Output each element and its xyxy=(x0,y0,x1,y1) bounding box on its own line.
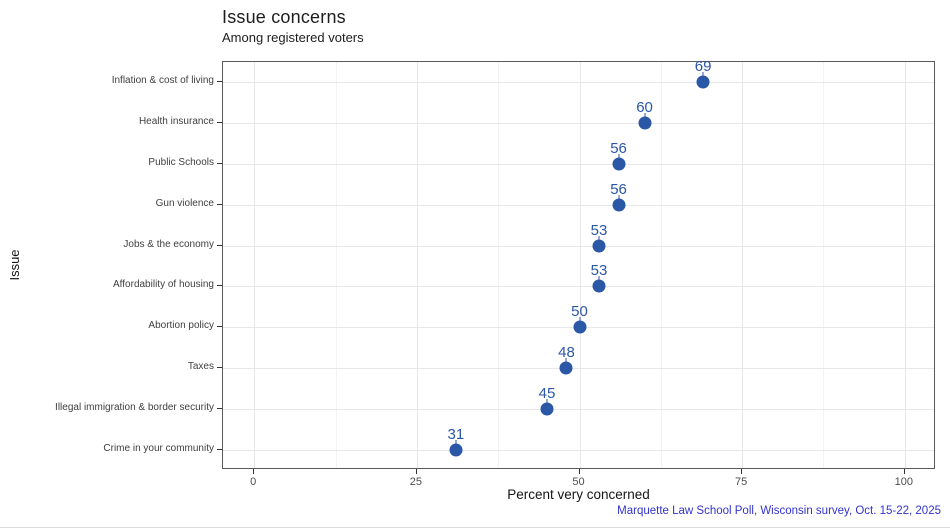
x-tick-mark xyxy=(903,469,905,474)
data-point xyxy=(612,198,626,212)
gridline-major xyxy=(416,62,418,468)
y-tick-mark xyxy=(217,326,222,328)
y-axis-label: Public Schools xyxy=(148,157,214,168)
gridline-row xyxy=(223,82,934,84)
y-axis-label: Abortion policy xyxy=(148,320,214,332)
label-connector xyxy=(579,317,580,323)
data-point xyxy=(638,116,652,130)
gridline-row xyxy=(223,449,934,451)
y-axis-label: Inflation & cost of living xyxy=(111,75,214,87)
label-connector xyxy=(618,194,620,200)
y-axis-label: Health insurance xyxy=(138,116,214,128)
x-tick-mark xyxy=(741,469,743,474)
gridline-row xyxy=(223,286,934,288)
plot-panel: 69 60 56 56 53 53 50 48 45 31 xyxy=(222,58,935,469)
value-label: 53 xyxy=(590,221,608,239)
gridline-minor xyxy=(498,62,500,468)
y-tick-mark xyxy=(217,163,222,164)
y-axis-label: Jobs & the economy xyxy=(123,238,214,250)
y-tick-mark xyxy=(217,285,222,287)
chart-title: Issue concerns xyxy=(222,7,346,27)
value-label: 50 xyxy=(571,303,588,321)
y-tick-mark xyxy=(217,203,222,205)
y-tick-mark xyxy=(217,244,222,246)
value-label: 48 xyxy=(558,344,575,361)
gridline-major xyxy=(579,62,581,468)
gridline-major xyxy=(254,62,256,468)
value-label: 69 xyxy=(694,58,712,76)
bottom-divider xyxy=(0,527,950,528)
y-tick-mark xyxy=(217,367,222,368)
label-connector xyxy=(702,72,704,78)
y-axis-title: Issue xyxy=(7,249,22,281)
label-connector xyxy=(618,154,620,159)
x-tick-label: 25 xyxy=(409,476,422,488)
value-label: 60 xyxy=(636,99,653,117)
y-tick-mark xyxy=(217,407,222,409)
value-label: 45 xyxy=(538,384,556,402)
data-point xyxy=(540,402,554,416)
x-tick-mark xyxy=(253,469,255,474)
gridline-minor xyxy=(823,62,825,468)
gridline-row xyxy=(223,164,934,165)
y-axis-label: Affordability of housing xyxy=(113,279,214,291)
x-tick-mark xyxy=(415,469,417,474)
x-tick-label: 100 xyxy=(894,476,913,488)
gridline-minor xyxy=(660,62,662,468)
gridline-row xyxy=(223,245,934,247)
data-point xyxy=(559,361,573,375)
value-label: 53 xyxy=(590,262,608,280)
label-connector xyxy=(598,235,600,241)
x-tick-label: 0 xyxy=(250,476,257,488)
y-tick-mark xyxy=(217,81,222,83)
x-tick-label: 50 xyxy=(572,476,585,488)
gridline-row xyxy=(223,368,934,369)
label-connector xyxy=(598,276,600,282)
gridline-minor xyxy=(335,62,337,468)
gridline-major xyxy=(742,62,744,468)
value-label: 56 xyxy=(610,180,627,198)
gridline-row xyxy=(223,123,934,125)
data-point xyxy=(696,75,710,89)
point-layer: 69 60 56 56 53 53 50 48 45 31 xyxy=(223,58,934,468)
x-axis-title: Percent very concerned xyxy=(507,487,650,502)
gridline-row xyxy=(223,408,934,410)
chart-subtitle: Among registered voters xyxy=(222,30,364,45)
value-label: 56 xyxy=(610,140,627,157)
data-point xyxy=(573,320,586,334)
data-point xyxy=(612,157,626,171)
x-tick-mark xyxy=(578,469,580,474)
y-axis-label: Taxes xyxy=(187,361,214,372)
label-connector xyxy=(644,113,646,119)
label-connector xyxy=(565,358,567,363)
label-connector xyxy=(546,398,548,404)
value-label: 31 xyxy=(447,425,465,443)
y-tick-mark xyxy=(217,448,222,450)
y-tick-mark xyxy=(217,122,222,124)
data-point xyxy=(592,279,606,293)
data-point xyxy=(449,443,463,457)
label-connector xyxy=(455,439,457,445)
y-axis-label: Gun violence xyxy=(155,197,214,209)
gridline-row xyxy=(223,204,934,206)
data-point xyxy=(592,239,606,253)
y-axis-label: Illegal immigration & border security xyxy=(55,401,214,413)
y-axis-label: Crime in your community xyxy=(103,442,214,454)
gridline-major xyxy=(904,62,906,468)
x-tick-label: 75 xyxy=(735,476,748,488)
source-caption: Marquette Law School Poll, Wisconsin sur… xyxy=(617,505,941,517)
